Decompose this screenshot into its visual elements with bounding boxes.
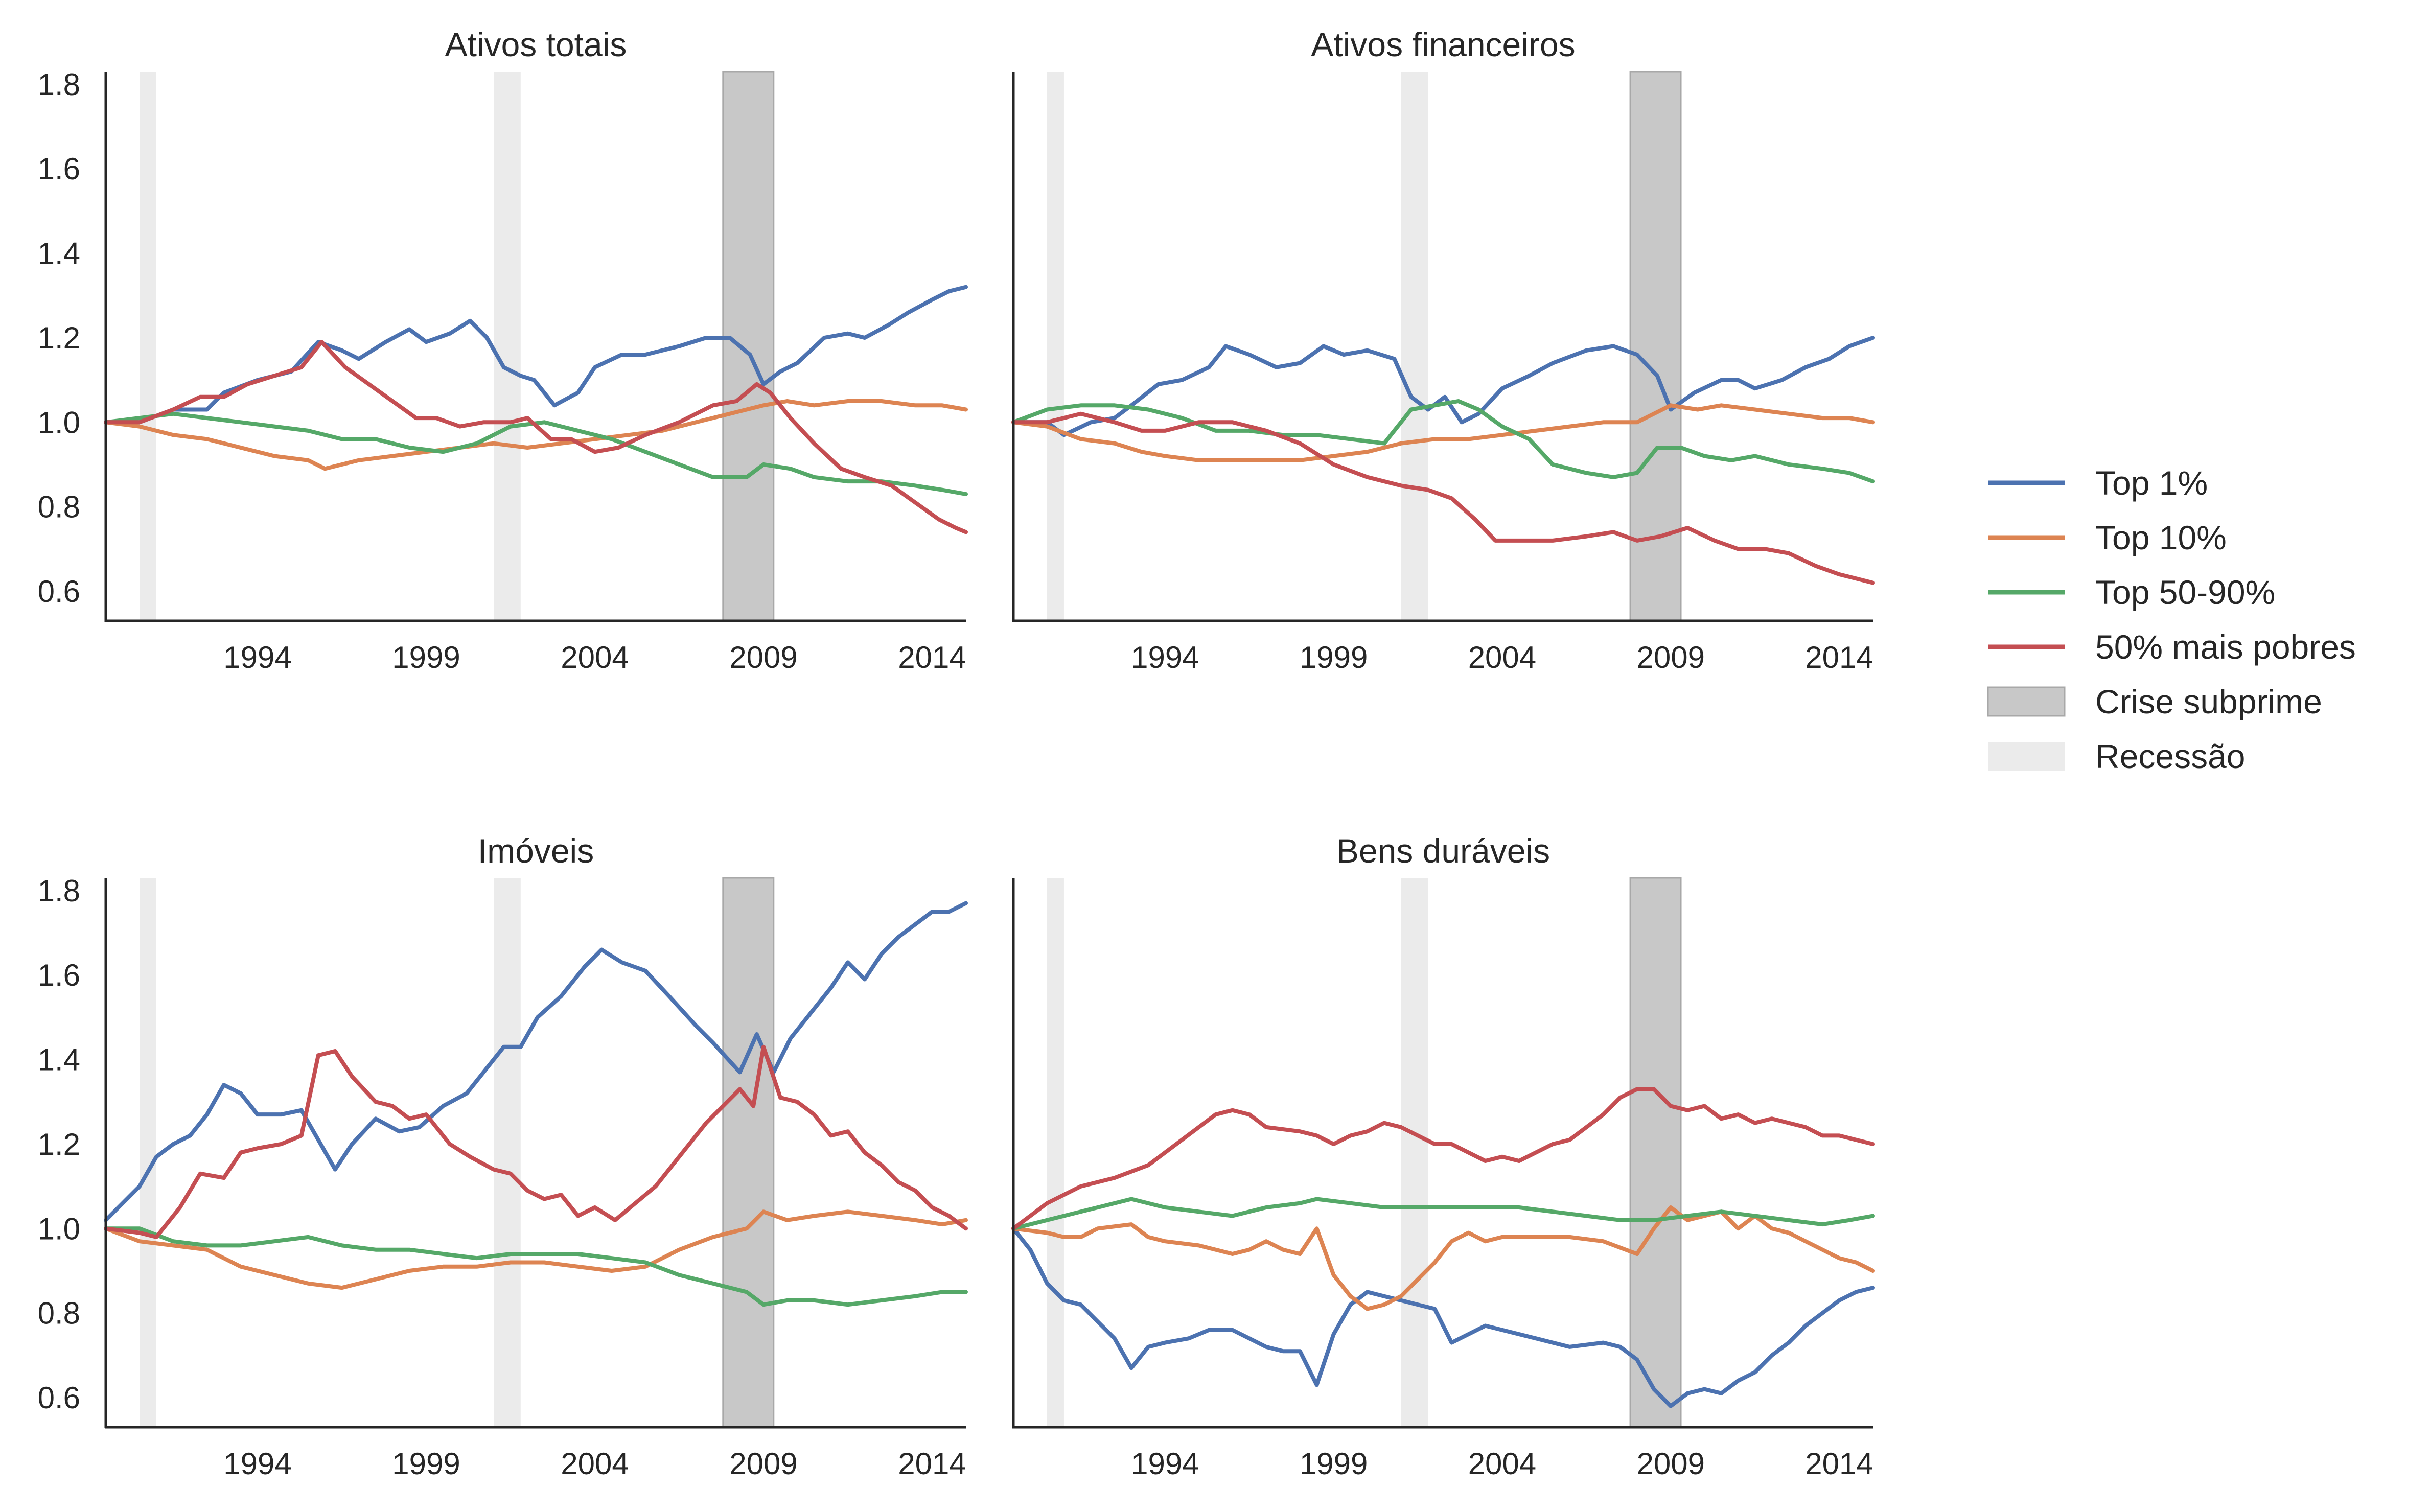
series-line-top-50-90	[104, 1226, 968, 1307]
crisis-band	[722, 877, 775, 1428]
series-line-top-10	[1011, 1205, 1875, 1311]
x-tick-label: 1994	[223, 640, 291, 674]
series-line-top-50-90	[1011, 399, 1875, 484]
panel-title: Ativos totais	[445, 26, 627, 63]
x-tick-label: 2004	[561, 640, 629, 674]
series-line-top-10	[1011, 403, 1875, 462]
x-tick-label: 1999	[392, 1447, 460, 1481]
crisis-band	[1629, 877, 1682, 1428]
panel-title: Bens duráveis	[1336, 832, 1550, 870]
legend-label: Top 50-90%	[2095, 573, 2275, 611]
x-tick-label: 2009	[729, 640, 797, 674]
series-line-top-50-90	[104, 411, 968, 496]
series-line-top-10	[104, 399, 968, 471]
x-tick-label: 2004	[561, 1447, 629, 1481]
legend-item-recess-o: Recessão	[1988, 737, 2246, 775]
recession-band	[140, 72, 156, 621]
x-tick-label: 1994	[1131, 1447, 1199, 1481]
legend-label: Crise subprime	[2095, 683, 2322, 720]
y-tick-label: 1.6	[38, 958, 80, 992]
panel-title: Ativos financeiros	[1311, 26, 1575, 63]
x-tick-label: 1994	[1131, 640, 1199, 674]
y-tick-label: 1.2	[38, 321, 80, 355]
series-line-50-mais-pobres	[104, 340, 968, 534]
legend-item-50-mais-pobres: 50% mais pobres	[1988, 628, 2356, 666]
y-tick-label: 0.6	[38, 574, 80, 609]
legend-label: 50% mais pobres	[2095, 628, 2356, 666]
x-tick-label: 2014	[898, 640, 966, 674]
x-tick-label: 2014	[1805, 1447, 1873, 1481]
y-tick-label: 1.2	[38, 1127, 80, 1161]
legend-swatch	[1987, 686, 2066, 717]
y-tick-label: 1.0	[38, 405, 80, 439]
y-tick-label: 1.4	[38, 1043, 80, 1077]
x-tick-label: 1999	[392, 640, 460, 674]
series-line-top-10	[104, 1209, 968, 1290]
y-tick-label: 1.4	[38, 237, 80, 271]
x-tick-label: 2004	[1468, 1447, 1536, 1481]
legend-label: Recessão	[2095, 737, 2246, 775]
y-tick-label: 0.6	[38, 1381, 80, 1415]
legend-item-top-1: Top 1%	[1988, 464, 2208, 502]
series-line-top-1	[104, 901, 968, 1222]
x-tick-label: 2014	[1805, 640, 1873, 674]
x-tick-label: 2009	[729, 1447, 797, 1481]
series-line-top-1	[1011, 1226, 1875, 1408]
recession-band	[1047, 878, 1064, 1427]
series-line-top-1	[1011, 336, 1875, 437]
series-line-50-mais-pobres	[104, 1044, 968, 1239]
x-tick-label: 1999	[1300, 640, 1368, 674]
x-tick-label: 2004	[1468, 640, 1536, 674]
panel-bens-dur-veis: 1994 1999 2004 2009 2014 Bens duráveis	[1011, 832, 1875, 1481]
y-tick-label: 0.8	[38, 1296, 80, 1331]
x-tick-label: 2009	[1636, 1447, 1704, 1481]
y-tick-label: 1.8	[38, 874, 80, 908]
panel-im-veis: 1994 1999 2004 2009 2014 0.6 0.8 1.0 1.2 1.4 1.6 1.…	[38, 832, 968, 1481]
crisis-band	[722, 71, 775, 622]
x-tick-label: 1994	[223, 1447, 291, 1481]
x-tick-label: 1999	[1300, 1447, 1368, 1481]
legend: Top 1% Top 10% Top 50-90% 50% mais pobres Cr…	[1987, 464, 2356, 775]
legend-item-top-10: Top 10%	[1988, 519, 2227, 556]
y-tick-label: 1.8	[38, 67, 80, 102]
panel-ativos-financeiros: 1994 1999 2004 2009 2014 Ativos financeiros	[1011, 26, 1875, 674]
series-line-top-1	[104, 285, 968, 425]
recession-band	[1401, 72, 1428, 621]
recession-band	[1047, 72, 1064, 621]
legend-label: Top 10%	[2095, 519, 2227, 556]
recession-band	[494, 72, 521, 621]
recession-band	[1401, 878, 1428, 1427]
legend-item-crise-subprime: Crise subprime	[1987, 683, 2322, 720]
legend-swatch	[1988, 742, 2065, 771]
y-tick-label: 1.0	[38, 1212, 80, 1246]
recession-band	[140, 878, 156, 1427]
legend-label: Top 1%	[2095, 464, 2208, 502]
panel-title: Imóveis	[478, 832, 594, 870]
legend-item-top-50-90: Top 50-90%	[1988, 573, 2275, 611]
series-line-50-mais-pobres	[1011, 411, 1875, 585]
crisis-band	[1629, 71, 1682, 622]
series-line-50-mais-pobres	[1011, 1087, 1875, 1231]
series-line-top-50-90	[1011, 1197, 1875, 1231]
x-tick-label: 2009	[1636, 640, 1704, 674]
y-tick-label: 1.6	[38, 152, 80, 186]
recession-band	[494, 878, 521, 1427]
panel-ativos-totais: 1994 1999 2004 2009 2014 0.6 0.8 1.0 1.2 1.4 1.6 1.…	[38, 26, 968, 674]
x-tick-label: 2014	[898, 1447, 966, 1481]
y-tick-label: 0.8	[38, 490, 80, 524]
